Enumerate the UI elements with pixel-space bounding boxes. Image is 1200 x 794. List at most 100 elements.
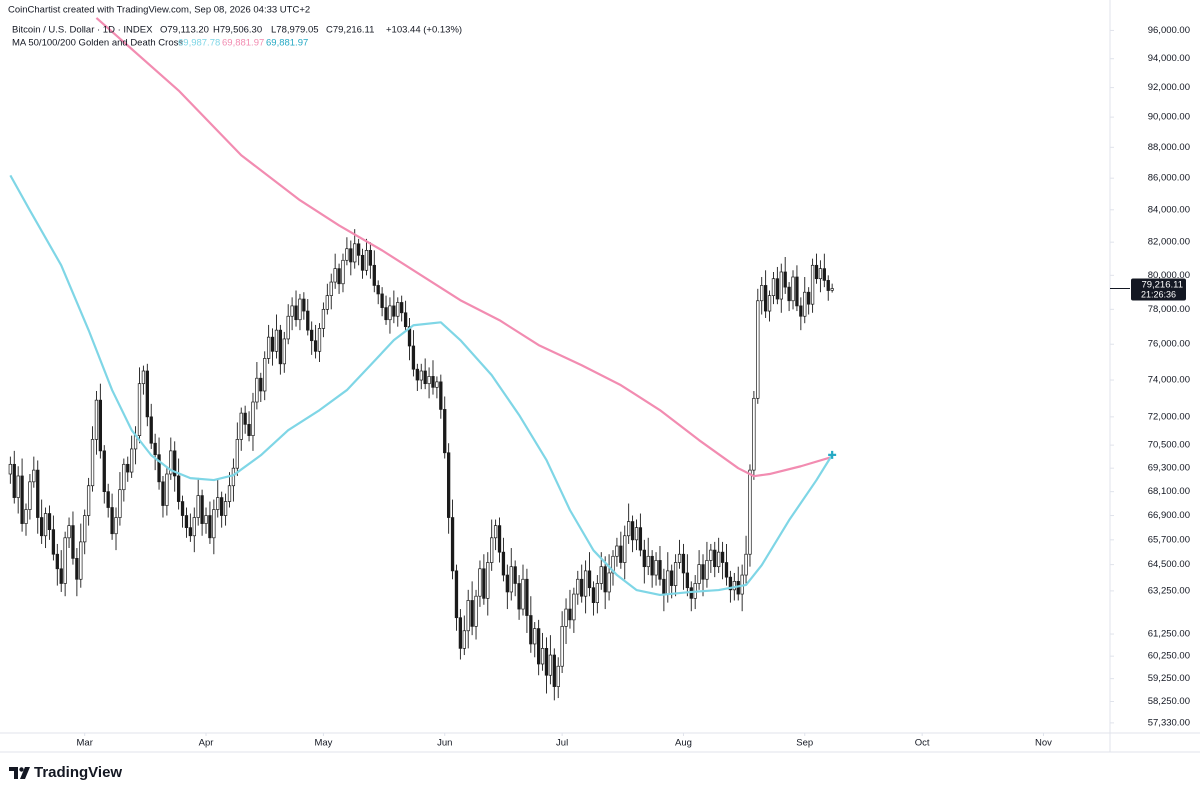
indicator-title: MA 50/100/200 Golden and Death Cross [12,38,183,49]
candle-body [204,515,208,524]
candle-body [513,566,517,584]
candle-body [223,501,228,516]
candle-body [239,412,243,440]
candle-body [298,298,302,321]
candle-body [709,549,713,561]
candle-body [137,383,142,436]
candle-body [317,328,322,352]
candle-body [474,595,478,627]
credit: CoinChartist created with TradingView.co… [8,5,310,16]
y-tick-label: 63,250.00 [1148,585,1190,596]
candle-body [118,489,122,518]
candle-body [658,560,662,580]
candle-body [435,381,439,388]
candle-body [787,286,791,302]
indicator-value: 69,881.97 [266,38,308,49]
candle-body [666,570,670,595]
candle-body [564,608,568,627]
candle-body [540,648,545,665]
candle-body [670,570,674,586]
candle-body [544,648,549,676]
y-tick-label: 90,000.00 [1148,112,1190,123]
candle-body [642,549,646,568]
x-tick-label: Mar [77,738,93,749]
candle-body [79,541,83,580]
candle-body [775,278,780,300]
candle-body [106,491,110,508]
moving-average-line [9,174,834,597]
candle-body [728,576,733,591]
candle-body [509,566,513,593]
candle-body [830,288,834,291]
cross-marker [828,450,837,459]
candle-body [521,578,525,610]
candle-body [400,302,404,314]
brand-logo: TradingView [9,764,122,781]
candle-body [278,329,283,365]
candle-body [145,370,149,418]
candle-body [274,329,279,352]
candle-body [450,517,455,572]
y-tick-label: 94,000.00 [1148,53,1190,64]
y-tick-label: 64,500.00 [1148,559,1190,570]
indicator-value: 69,881.97 [222,38,264,49]
candle-body [493,525,498,539]
x-tick-label: Oct [915,738,930,749]
candle-body [580,578,584,597]
candle-body [478,568,482,597]
candle-body [630,521,635,541]
candle-body [810,264,815,305]
candle-body [141,370,146,385]
candle-body [71,525,75,559]
brand-name: TradingView [34,764,122,781]
candle-body [325,295,329,310]
candle-body [396,302,400,317]
candle-body [333,268,337,283]
candle-body [251,401,255,436]
candle-body [697,564,701,584]
candle-body [607,572,611,593]
candle-body [153,442,157,456]
candle-body [423,370,427,385]
candle-body [560,626,564,667]
candle-body [462,630,466,649]
candle-body [490,537,494,563]
candle-body [407,326,412,347]
candle-body [32,469,36,483]
candle-body [12,463,16,498]
ohlc-value: O79,113.20 [160,25,209,36]
candle-body [724,562,729,578]
ohlc-value: +103.44 (+0.13%) [386,25,462,36]
candle-body [161,481,165,506]
candle-body [482,568,486,599]
candle-body [392,305,396,317]
candle-body [388,305,392,321]
candle-body [466,600,470,632]
candle-body [349,248,353,263]
candle-body [591,587,596,603]
candle-body [767,295,772,312]
candle-body [110,507,114,535]
candle-body [763,285,768,312]
candle-body [634,527,639,541]
candle-body [302,298,306,312]
moving-average-line [95,17,833,478]
candle-body [748,469,752,555]
indicator-value: 69,987.78 [178,38,220,49]
y-tick-label: 82,000.00 [1148,237,1190,248]
candle-body [587,570,592,589]
y-tick-label: 74,000.00 [1148,375,1190,386]
candle-body [783,271,787,288]
candle-body [411,345,416,370]
symbol: Bitcoin / U.S. Dollar · 1D · INDEX [12,25,153,36]
y-tick-label: 61,250.00 [1148,629,1190,640]
candle-body [720,551,725,563]
candle-body [8,463,12,475]
x-tick-label: Apr [199,738,214,749]
candle-body [114,517,118,535]
y-tick-label: 76,000.00 [1148,339,1190,350]
candle-body [576,578,580,595]
candle-body [650,555,654,576]
candle-body [266,336,271,359]
candle-body [611,555,615,574]
